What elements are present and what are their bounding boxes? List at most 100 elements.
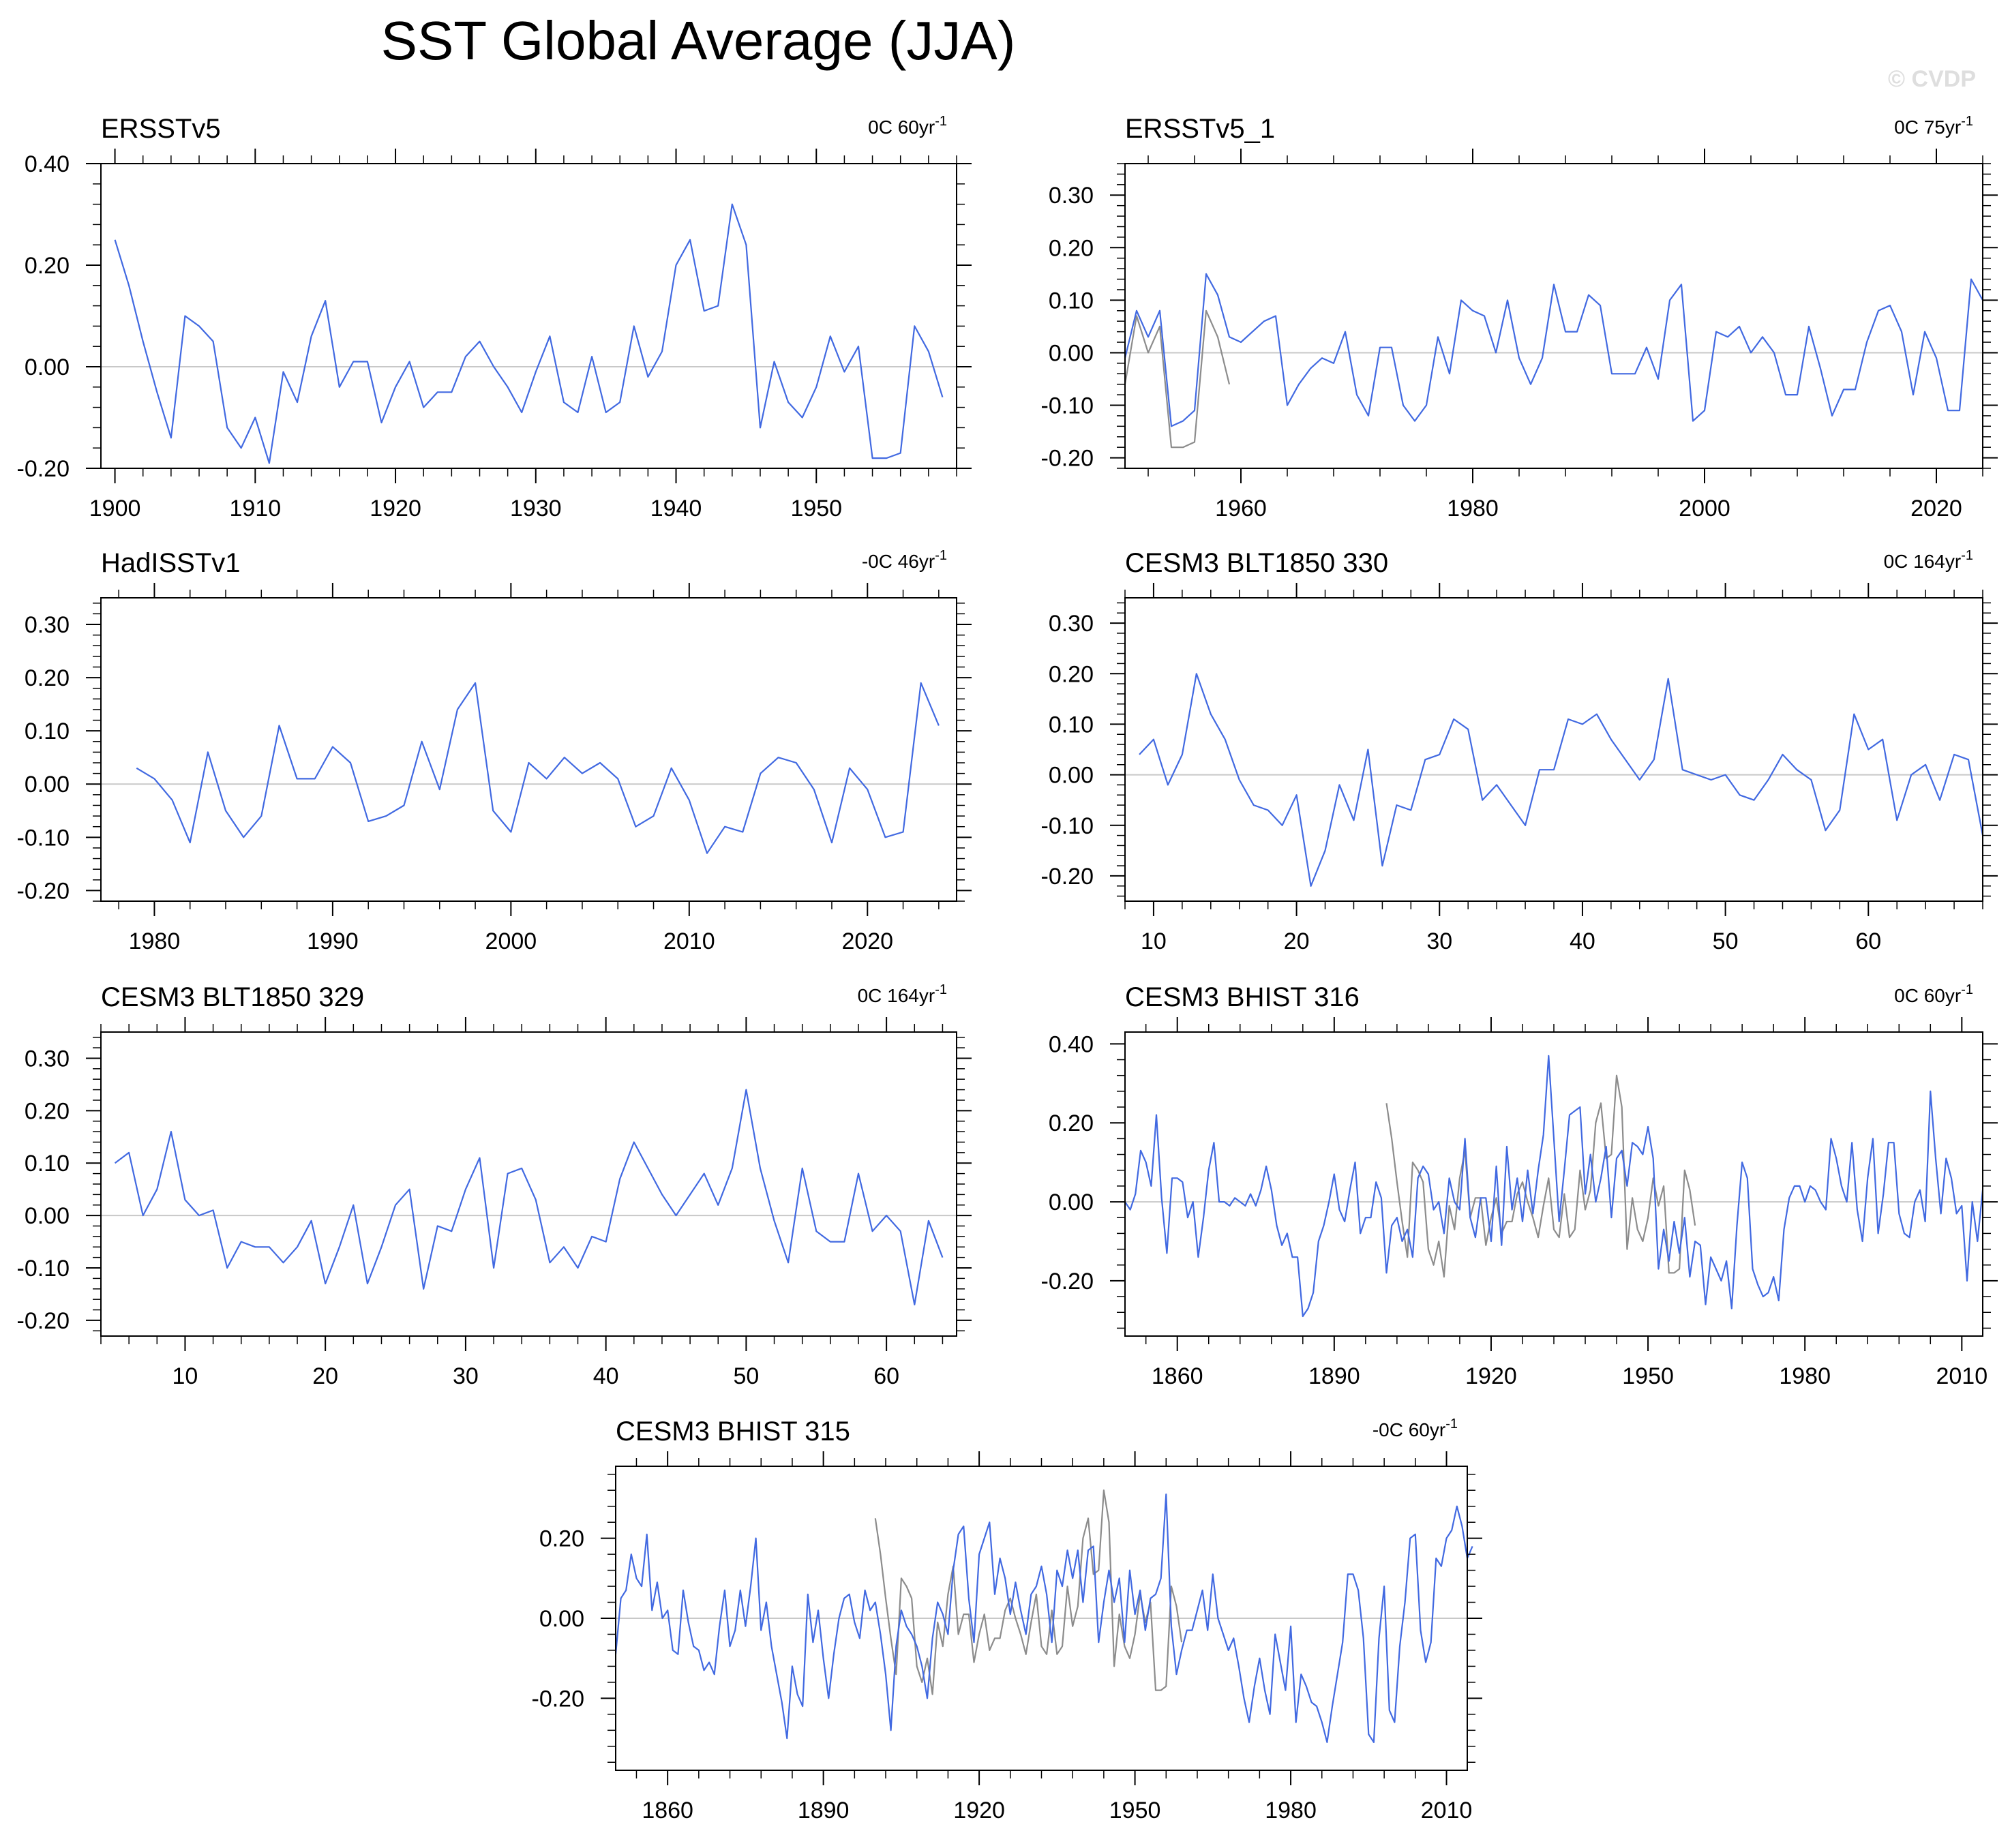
y-tick-label: 0.20 (1049, 1110, 1094, 1136)
x-tick-label: 1950 (1622, 1363, 1674, 1389)
y-tick-label: 0.00 (25, 1203, 70, 1229)
y-tick-label: 0.30 (25, 612, 70, 638)
trend-exponent: -1 (1961, 982, 1973, 997)
trend-label: 0C 60yr-1 (1894, 982, 1973, 1006)
trend-label: -0C 46yr-1 (862, 548, 947, 572)
x-tick-label: 1980 (1447, 496, 1499, 521)
series-line-main (1124, 273, 1983, 427)
y-tick-label: 0.00 (1049, 340, 1094, 366)
x-tick-label: 2010 (663, 928, 715, 954)
trend-label: 0C 75yr-1 (1894, 114, 1973, 138)
x-tick-label: 2010 (1421, 1798, 1473, 1823)
series-line-main (614, 1494, 1473, 1743)
panel-title: HadISSTv1 (101, 548, 241, 578)
y-tick-label: 0.00 (539, 1606, 584, 1632)
x-tick-label: 2010 (1936, 1363, 1987, 1389)
x-tick-label: 10 (172, 1363, 198, 1389)
y-tick-label: 0.40 (1049, 1031, 1094, 1057)
trend-exponent: -1 (1961, 114, 1973, 129)
x-tick-label: 1930 (510, 496, 562, 521)
x-tick-label: 1980 (1265, 1798, 1317, 1823)
chart-panel: CESM3 BLT1850 329 0C 164yr-1 10 20 30 40 50 60 -… (17, 982, 972, 1389)
y-tick-label: -0.10 (17, 825, 70, 851)
x-tick-label: 2000 (1679, 496, 1730, 521)
series-line-main (136, 682, 940, 854)
x-tick-label: 50 (733, 1363, 759, 1389)
y-tick-label: -0.20 (1041, 446, 1094, 472)
y-tick-label: -0.10 (1041, 813, 1094, 839)
y-tick-label: 0.10 (1049, 288, 1094, 314)
x-tick-label: 1860 (1152, 1363, 1203, 1389)
chart-panel: CESM3 BLT1850 330 0C 164yr-1 10 20 30 40 50 60 -… (1041, 548, 1998, 954)
y-tick-label: 0.20 (1049, 235, 1094, 261)
x-tick-label: 1980 (129, 928, 181, 954)
y-tick-label: 0.30 (1049, 611, 1094, 637)
y-tick-label: 0.20 (539, 1526, 584, 1552)
x-tick-label: 2020 (1910, 496, 1962, 521)
trend-label: 0C 164yr-1 (858, 982, 947, 1006)
plot-frame (100, 597, 957, 902)
trend-exponent: -1 (935, 548, 947, 563)
panel-title: CESM3 BHIST 316 (1125, 982, 1360, 1012)
x-tick-label: 2000 (485, 928, 537, 954)
y-tick-label: -0.20 (1041, 864, 1094, 890)
x-tick-label: 50 (1713, 928, 1739, 954)
y-tick-label: 0.00 (1049, 1190, 1094, 1215)
panel-title: CESM3 BLT1850 329 (101, 982, 364, 1012)
credit-label: © CVDP (1888, 66, 1976, 92)
x-tick-label: 1900 (89, 496, 141, 521)
chart-panel: HadISSTv1 -0C 46yr-1 1980 1990 2000 2010 2020 -… (17, 548, 972, 954)
trend-value: 0C 60yr (868, 117, 935, 138)
x-tick-label: 1920 (953, 1798, 1005, 1823)
x-tick-label: 1940 (650, 496, 702, 521)
plot-frame (1124, 1031, 1983, 1337)
trend-value: 0C 60yr (1894, 985, 1961, 1006)
series-line-main (1124, 1055, 1984, 1318)
y-tick-label: -0.10 (17, 1256, 70, 1282)
series-line-main (1139, 673, 1984, 887)
trend-exponent: -1 (1445, 1417, 1458, 1432)
panel-title: CESM3 BLT1850 330 (1125, 548, 1388, 578)
chart-panel: ERSSTv5 0C 60yr-1 1900 1910 1920 1930 1940 1950… (17, 114, 972, 521)
x-tick-label: 20 (1284, 928, 1310, 954)
x-tick-label: 40 (1570, 928, 1595, 954)
y-tick-label: 0.00 (25, 772, 70, 798)
x-tick-label: 40 (593, 1363, 619, 1389)
plot-frame (1124, 163, 1983, 469)
trend-label: 0C 60yr-1 (868, 114, 947, 138)
y-tick-label: -0.20 (17, 456, 70, 482)
y-tick-label: 0.20 (25, 1098, 70, 1124)
y-tick-label: 0.10 (1049, 712, 1094, 738)
panel-title: ERSSTv5_1 (1125, 114, 1275, 144)
y-tick-label: 0.10 (25, 718, 70, 744)
trend-value: -0C 46yr (862, 551, 935, 572)
x-tick-label: 1920 (1465, 1363, 1517, 1389)
trend-exponent: -1 (1961, 548, 1973, 563)
x-tick-label: 2020 (841, 928, 893, 954)
panel-title: ERSSTv5 (101, 114, 221, 144)
plot-frame (1124, 597, 1983, 902)
series-line-comparison (1385, 1074, 1696, 1278)
y-tick-label: -0.10 (1041, 393, 1094, 419)
chart-panel: ERSSTv5_1 0C 75yr-1 1960 1980 2000 2020 -0.20 -… (1041, 114, 1998, 521)
trend-value: 0C 75yr (1894, 117, 1961, 138)
y-tick-label: -0.20 (17, 1308, 70, 1334)
x-tick-label: 1960 (1215, 496, 1267, 521)
y-tick-label: 0.30 (25, 1046, 70, 1072)
x-tick-label: 30 (1426, 928, 1452, 954)
trend-label: -0C 60yr-1 (1372, 1417, 1458, 1440)
x-tick-label: 20 (312, 1363, 338, 1389)
x-tick-label: 1890 (798, 1798, 850, 1823)
series-line-comparison (1124, 309, 1231, 449)
y-tick-label: 0.10 (25, 1151, 70, 1177)
chart-panel: CESM3 BHIST 315 -0C 60yr-1 1860 1890 1920 195… (532, 1417, 1482, 1823)
trend-exponent: -1 (935, 114, 947, 129)
x-tick-label: 60 (873, 1363, 899, 1389)
x-tick-label: 1980 (1779, 1363, 1831, 1389)
plot-frame (100, 163, 957, 469)
x-tick-label: 1950 (1109, 1798, 1161, 1823)
x-tick-label: 30 (453, 1363, 479, 1389)
